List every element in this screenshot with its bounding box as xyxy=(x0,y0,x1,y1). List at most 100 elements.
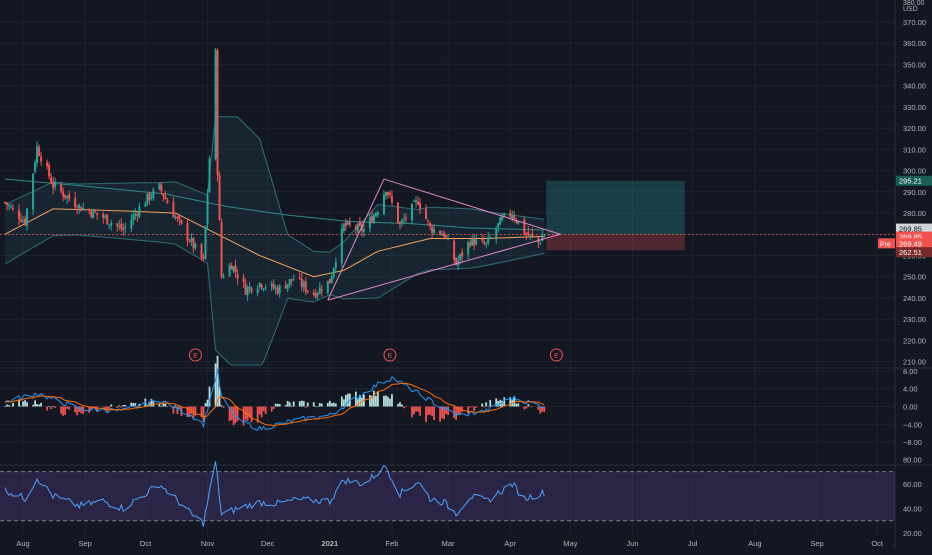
macd-histogram-bar xyxy=(258,406,261,415)
candle-body xyxy=(286,283,289,290)
macd-histogram-bar xyxy=(230,406,233,420)
candle-body xyxy=(110,223,113,225)
candle-body xyxy=(216,50,219,176)
macd-histogram-bar xyxy=(427,406,429,416)
candle-body xyxy=(40,156,43,162)
macd-histogram-bar xyxy=(377,391,379,407)
candle-body xyxy=(68,194,71,199)
candle-body xyxy=(417,201,420,205)
macd-tick-label: −4.00 xyxy=(903,420,922,429)
macd-histogram-bar xyxy=(110,404,113,407)
candle-body xyxy=(48,164,51,177)
candle-body xyxy=(38,147,41,156)
candle-body xyxy=(138,206,141,218)
rsi-pane xyxy=(0,461,895,527)
price-tick-label: 380.00 xyxy=(903,0,925,7)
candle-body xyxy=(425,208,428,220)
macd-histogram-bar xyxy=(525,406,528,409)
candle-body xyxy=(6,202,9,205)
macd-histogram-bar xyxy=(162,403,165,407)
candle-body xyxy=(180,219,183,224)
candle-body xyxy=(258,282,261,287)
candle-body xyxy=(162,193,165,197)
macd-histogram-bar xyxy=(188,406,191,417)
macd-histogram-bar xyxy=(248,406,251,418)
macd-histogram-bar xyxy=(116,406,119,409)
candle-body xyxy=(487,237,490,244)
candle-body xyxy=(118,225,121,227)
macd-histogram-bar xyxy=(431,406,433,416)
candle-body xyxy=(62,191,65,197)
candle-body xyxy=(20,219,23,222)
position-stop-zone xyxy=(546,234,685,251)
candle-body xyxy=(459,254,462,260)
last-price-label-2-bg xyxy=(896,231,932,242)
candle-body xyxy=(74,197,77,208)
macd-histogram-bar xyxy=(419,406,421,416)
candle-body xyxy=(469,242,472,246)
macd-histogram-bar xyxy=(461,406,464,412)
candle-body xyxy=(228,265,231,277)
candle-body xyxy=(453,240,456,260)
macd-histogram-bar xyxy=(138,403,141,407)
candle-body xyxy=(497,223,500,228)
candle-body xyxy=(244,282,247,295)
macd-histogram-bar xyxy=(40,402,42,407)
macd-histogram-bar xyxy=(330,403,333,407)
candle-body xyxy=(186,222,189,241)
macd-histogram-bar xyxy=(66,406,69,409)
time-tick-label: Oct xyxy=(139,539,152,548)
candle-body xyxy=(250,287,253,292)
rsi-tick-label: 40.00 xyxy=(903,504,922,513)
macd-histogram-bar xyxy=(4,406,6,408)
macd-histogram-bar xyxy=(346,393,349,407)
candle-body xyxy=(190,238,193,242)
long-position-tool[interactable] xyxy=(0,180,895,251)
candle-body xyxy=(396,202,399,223)
candle-body xyxy=(178,216,181,220)
macd-histogram-bar xyxy=(354,391,357,407)
macd-histogram-bar xyxy=(340,396,343,407)
macd-histogram-bar xyxy=(262,406,265,412)
premarket-price-label-bg xyxy=(896,238,932,249)
macd-histogram-bar xyxy=(459,406,462,414)
macd-histogram-bar xyxy=(503,397,506,407)
candle-body xyxy=(531,233,534,237)
candle-body xyxy=(90,211,93,217)
macd-histogram-bar xyxy=(190,406,193,414)
time-tick-label: Aug xyxy=(748,539,761,548)
triangle-drawing[interactable] xyxy=(327,178,561,301)
premarket-tag-bg xyxy=(878,238,895,249)
macd-tick-label: 4.00 xyxy=(903,385,918,394)
candle-body xyxy=(517,221,520,224)
candle-body xyxy=(104,216,107,218)
macd-histogram-bar xyxy=(411,406,413,418)
time-tick-label: Aug xyxy=(16,539,29,548)
candle-body xyxy=(513,215,516,219)
candle-body xyxy=(489,237,492,239)
candle-body xyxy=(388,192,391,195)
candle-body xyxy=(356,223,359,232)
candle-body xyxy=(288,279,291,285)
candle-body xyxy=(354,226,357,230)
price-tick-label: 330.00 xyxy=(903,103,926,112)
candle-body xyxy=(256,288,259,293)
macd-histogram-bar xyxy=(48,406,51,407)
macd-histogram-bar xyxy=(515,403,518,407)
candle-body xyxy=(236,274,239,279)
candle-body xyxy=(368,217,371,229)
candle-body xyxy=(50,177,53,184)
macd-histogram-bar xyxy=(318,403,321,407)
macd-histogram-bar xyxy=(385,395,387,407)
earnings-marker-label: E xyxy=(388,353,393,360)
macd-histogram-bar xyxy=(356,397,359,407)
triangle-lower-line xyxy=(327,233,561,301)
macd-histogram-bar xyxy=(415,406,417,412)
stop-price-label: 262.51 xyxy=(899,248,922,257)
earnings-marker xyxy=(188,348,202,362)
candle-body xyxy=(160,184,163,192)
macd-histogram-bar xyxy=(64,406,67,415)
